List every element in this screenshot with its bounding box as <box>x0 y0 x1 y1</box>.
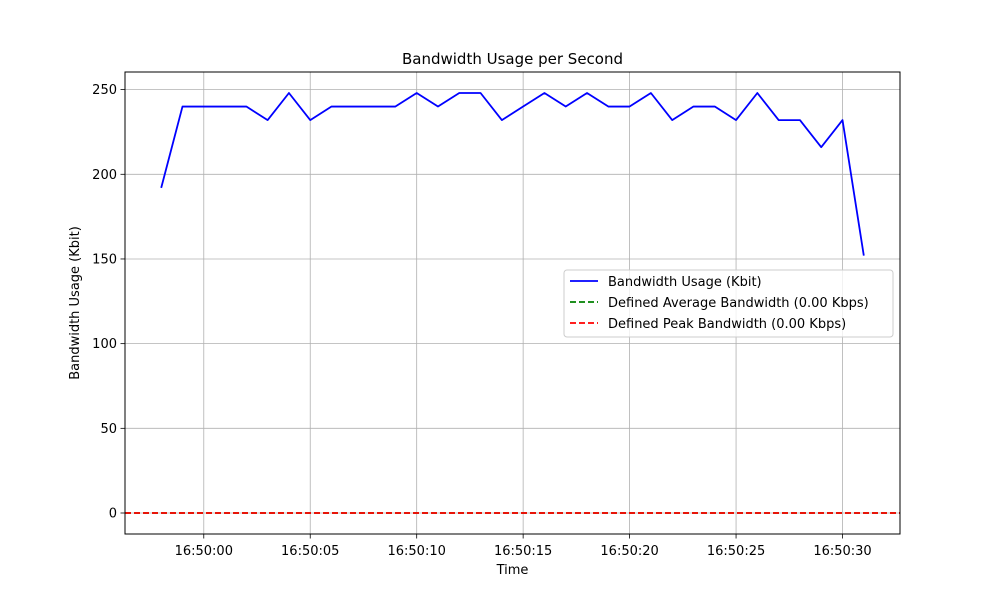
x-tick-label: 16:50:30 <box>813 544 871 559</box>
x-tick-label: 16:50:10 <box>387 544 445 559</box>
legend-label-usage: Bandwidth Usage (Kbit) <box>608 275 762 290</box>
legend-label-peak: Defined Peak Bandwidth (0.00 Kbps) <box>608 317 846 332</box>
legend-box <box>563 269 894 338</box>
x-tick-label: 16:50:05 <box>281 544 339 559</box>
x-axis-label: Time <box>496 563 529 578</box>
x-tick-label: 16:50:00 <box>175 544 233 559</box>
chart-title: Bandwidth Usage per Second <box>402 50 623 68</box>
legend: Bandwidth Usage (Kbit) Defined Average B… <box>563 269 894 338</box>
x-axis-ticks: 16:50:00 16:50:05 16:50:10 16:50:15 16:50:20… <box>175 534 872 559</box>
y-tick-label: 100 <box>92 337 117 352</box>
x-tick-label: 16:50:20 <box>600 544 658 559</box>
legend-label-average: Defined Average Bandwidth (0.00 Kbps) <box>608 296 869 311</box>
y-tick-label: 0 <box>109 507 117 522</box>
y-tick-label: 250 <box>92 83 117 98</box>
bandwidth-usage-line <box>160 92 865 256</box>
y-axis-ticks: 0 50 100 150 200 250 <box>92 83 125 522</box>
plot-frame <box>124 71 901 535</box>
y-tick-label: 150 <box>92 252 117 267</box>
x-tick-label: 16:50:15 <box>494 544 552 559</box>
y-tick-label: 50 <box>100 422 117 437</box>
x-tick-label: 16:50:25 <box>707 544 765 559</box>
series-layer <box>160 92 865 256</box>
y-axis-label: Bandwidth Usage (Kbit) <box>68 226 83 380</box>
y-tick-label: 200 <box>92 168 117 183</box>
